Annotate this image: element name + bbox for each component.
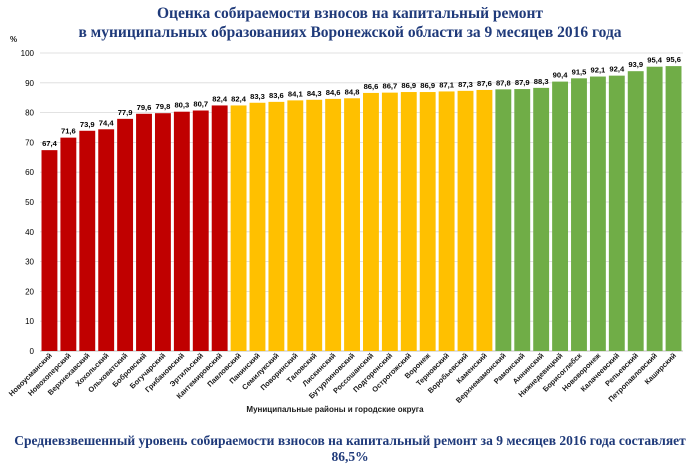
value-label: 87,1 (439, 80, 455, 89)
value-label: 74,4 (99, 118, 115, 127)
bar (571, 78, 587, 351)
value-label: 73,9 (80, 120, 95, 129)
value-label: 84,8 (345, 87, 360, 96)
bar (98, 129, 115, 351)
bar (419, 92, 436, 352)
value-label: 86,6 (364, 82, 379, 91)
y-tick-label: 70 (25, 138, 34, 147)
value-label: 92,1 (591, 66, 607, 75)
value-label: 88,3 (534, 77, 549, 86)
title-line-1: Оценка собираемости взносов на капитальн… (156, 5, 544, 22)
bar (230, 105, 247, 351)
bar (154, 113, 171, 351)
value-label: 86,7 (382, 82, 397, 91)
value-label: 95,4 (647, 56, 663, 65)
bar (438, 91, 455, 351)
y-tick-label: 60 (25, 168, 34, 177)
value-label: 87,9 (515, 78, 530, 87)
bar (400, 92, 417, 352)
value-label: 79,8 (156, 102, 171, 111)
value-labels: 67,471,6 73,9 74,477,9 79,6 79,8 80,3 80,7 82,4… (42, 55, 681, 148)
bars (41, 66, 682, 352)
bar (41, 150, 58, 351)
bar (79, 130, 96, 351)
bar (627, 71, 644, 351)
title-line-2: в муниципальных образованиях Воронежской… (78, 24, 622, 41)
bar (646, 66, 663, 351)
bar (211, 105, 228, 351)
bar (665, 66, 682, 351)
y-tick-label: 50 (25, 198, 34, 207)
value-label: 67,4 (42, 139, 58, 148)
bar (306, 99, 323, 351)
bar (268, 101, 285, 351)
value-label: 83,3 (250, 92, 265, 101)
bar (249, 102, 266, 352)
footer-note: Средневзвешенный уровень собираемости вз… (14, 433, 686, 464)
bar (533, 87, 550, 351)
value-label: 84,3 (307, 89, 322, 98)
bar (344, 98, 360, 352)
value-label: 91,5 (572, 67, 588, 76)
bar (192, 110, 209, 351)
y-tick-label: 20 (25, 287, 34, 296)
bar (325, 98, 342, 351)
bar (381, 92, 398, 351)
value-label: 83,6 (269, 91, 284, 100)
value-label: 86,9 (401, 81, 416, 90)
value-label: 86,9 (420, 81, 435, 90)
value-label: 71,6 (61, 127, 76, 136)
x-axis-label: Муниципальные районы и городские округа (246, 405, 424, 414)
value-label: 92,4 (609, 65, 625, 74)
value-label: 82,4 (231, 94, 247, 103)
y-tick-label: 10 (25, 317, 34, 326)
bar (589, 76, 606, 352)
value-label: 82,4 (212, 94, 228, 103)
y-tick-label: 90 (25, 79, 34, 88)
value-label: 87,8 (496, 78, 511, 87)
value-label: 87,3 (458, 80, 473, 89)
value-label: 87,6 (477, 79, 492, 88)
bar (60, 137, 77, 351)
value-label: 80,7 (193, 100, 208, 109)
y-tick-label: 0 (30, 347, 35, 356)
bar (117, 118, 134, 351)
bar (552, 81, 569, 351)
chart-title: Оценка собираемости взносов на капитальн… (0, 4, 700, 42)
bar (476, 89, 493, 352)
bar (363, 92, 379, 351)
bar (457, 90, 474, 351)
bar (287, 100, 304, 351)
y-tick-label: 40 (25, 228, 34, 237)
value-label: 90,4 (553, 71, 569, 80)
bar (136, 113, 152, 352)
bar (608, 75, 625, 351)
value-label: 80,3 (174, 101, 189, 110)
y-axis-label: % (10, 35, 17, 44)
y-tick-label: 100 (21, 49, 35, 58)
value-label: 84,1 (288, 89, 304, 98)
value-label: 84,6 (326, 88, 341, 97)
bar (514, 89, 531, 352)
bar (173, 111, 190, 352)
value-label: 79,6 (137, 103, 152, 112)
y-tick-label: 80 (25, 109, 34, 118)
bar (495, 89, 512, 351)
value-label: 95,6 (666, 55, 681, 64)
y-tick-label: 30 (25, 258, 34, 267)
value-label: 93,9 (628, 60, 643, 69)
value-label: 77,9 (118, 108, 133, 117)
category-labels: НовоусманскийНовохоперскийВерхнехавскийХ… (7, 351, 678, 405)
